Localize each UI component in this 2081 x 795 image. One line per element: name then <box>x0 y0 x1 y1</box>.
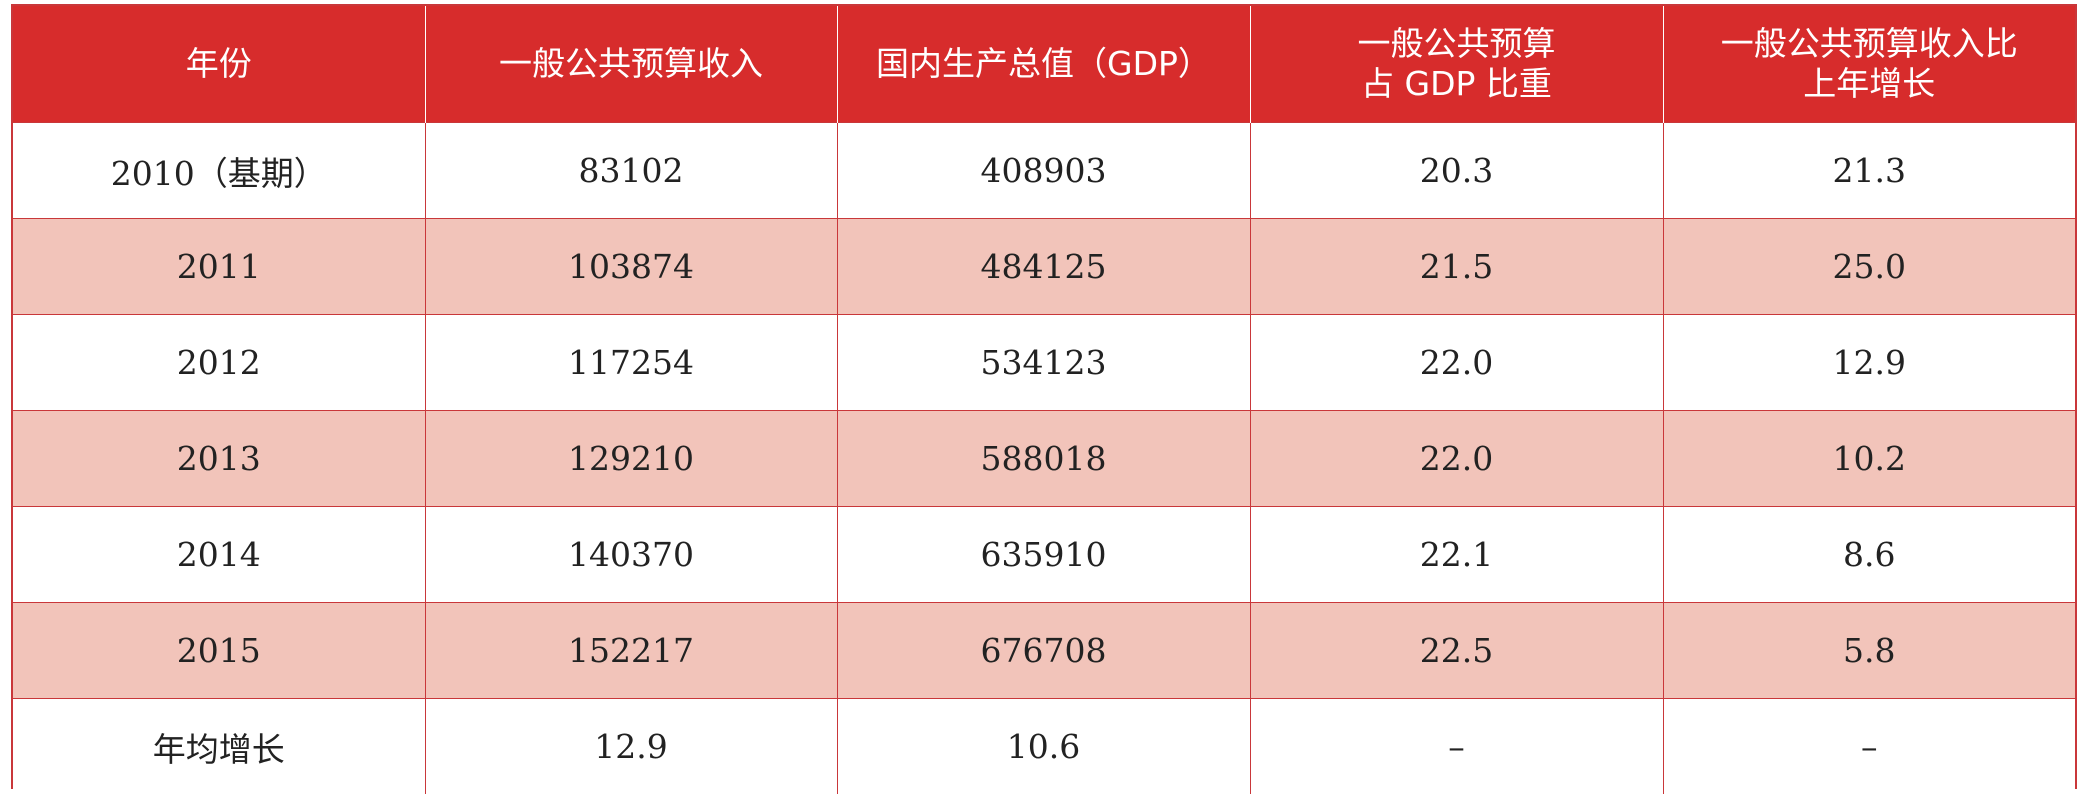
header-year-label: 年份 <box>185 44 252 83</box>
cell-year: 2013 <box>13 410 425 507</box>
cell-share-of-gdp: 22.1 <box>1249 506 1663 603</box>
cell-budget-revenue: 140370 <box>424 506 837 603</box>
cell-year: 2014 <box>13 506 425 603</box>
table-body: 2010（基期） 83102 408903 20.3 21.3 2011 103… <box>13 122 2075 794</box>
cell-gdp: 10.6 <box>836 698 1250 794</box>
cell-share-of-gdp: 22.5 <box>1249 602 1663 699</box>
cell-share-of-gdp: – <box>1249 698 1663 794</box>
cell-year: 2010（基期） <box>13 122 425 219</box>
cell-gdp: 676708 <box>836 602 1250 699</box>
header-yoy-growth-line2: 上年增长 <box>1803 64 1936 103</box>
cell-gdp: 484125 <box>836 218 1250 315</box>
cell-budget-revenue: 83102 <box>424 122 837 219</box>
cell-yoy-growth: 10.2 <box>1662 410 2075 507</box>
header-budget-revenue: 一般公共预算收入 <box>424 6 837 123</box>
cell-year: 2015 <box>13 602 425 699</box>
header-share-of-gdp-line1: 一般公共预算 <box>1357 24 1556 63</box>
table-header: 年份 一般公共预算收入 国内生产总值（GDP） 一般公共预算 占 GDP 比重 … <box>13 6 2075 123</box>
cell-share-of-gdp: 22.0 <box>1249 314 1663 411</box>
header-share-of-gdp: 一般公共预算 占 GDP 比重 <box>1249 6 1663 123</box>
cell-gdp: 635910 <box>836 506 1250 603</box>
cell-gdp: 588018 <box>836 410 1250 507</box>
header-gdp: 国内生产总值（GDP） <box>836 6 1250 123</box>
table-row: 2013 129210 588018 22.0 10.2 <box>13 410 2075 507</box>
cell-share-of-gdp: 22.0 <box>1249 410 1663 507</box>
budget-revenue-table: 年份 一般公共预算收入 国内生产总值（GDP） 一般公共预算 占 GDP 比重 … <box>13 6 2075 794</box>
table-row: 年均增长 12.9 10.6 – – <box>13 698 2075 794</box>
cell-yoy-growth: – <box>1662 698 2075 794</box>
cell-budget-revenue: 103874 <box>424 218 837 315</box>
table-row: 2012 117254 534123 22.0 12.9 <box>13 314 2075 411</box>
header-year: 年份 <box>13 6 425 123</box>
header-yoy-growth: 一般公共预算收入比 上年增长 <box>1662 6 2075 123</box>
cell-budget-revenue: 12.9 <box>424 698 837 794</box>
table-row: 2011 103874 484125 21.5 25.0 <box>13 218 2075 315</box>
header-share-of-gdp-line2: 占 GDP 比重 <box>1361 64 1552 103</box>
cell-budget-revenue: 129210 <box>424 410 837 507</box>
table-row: 2010（基期） 83102 408903 20.3 21.3 <box>13 122 2075 219</box>
cell-yoy-growth: 25.0 <box>1662 218 2075 315</box>
cell-budget-revenue: 117254 <box>424 314 837 411</box>
cell-share-of-gdp: 20.3 <box>1249 122 1663 219</box>
table-row: 2015 152217 676708 22.5 5.8 <box>13 602 2075 699</box>
header-budget-revenue-label: 一般公共预算收入 <box>499 44 763 83</box>
cell-share-of-gdp: 21.5 <box>1249 218 1663 315</box>
cell-year: 年均增长 <box>13 698 425 794</box>
cell-gdp: 408903 <box>836 122 1250 219</box>
cell-yoy-growth: 21.3 <box>1662 122 2075 219</box>
cell-budget-revenue: 152217 <box>424 602 837 699</box>
header-row: 年份 一般公共预算收入 国内生产总值（GDP） 一般公共预算 占 GDP 比重 … <box>13 6 2075 123</box>
header-yoy-growth-line1: 一般公共预算收入比 <box>1720 24 2018 63</box>
cell-yoy-growth: 8.6 <box>1662 506 2075 603</box>
data-table-frame: 年份 一般公共预算收入 国内生产总值（GDP） 一般公共预算 占 GDP 比重 … <box>11 4 2077 794</box>
table-row: 2014 140370 635910 22.1 8.6 <box>13 506 2075 603</box>
cell-yoy-growth: 5.8 <box>1662 602 2075 699</box>
cell-yoy-growth: 12.9 <box>1662 314 2075 411</box>
cell-gdp: 534123 <box>836 314 1250 411</box>
cell-year: 2011 <box>13 218 425 315</box>
header-gdp-label: 国内生产总值（GDP） <box>876 44 1211 83</box>
cell-year: 2012 <box>13 314 425 411</box>
